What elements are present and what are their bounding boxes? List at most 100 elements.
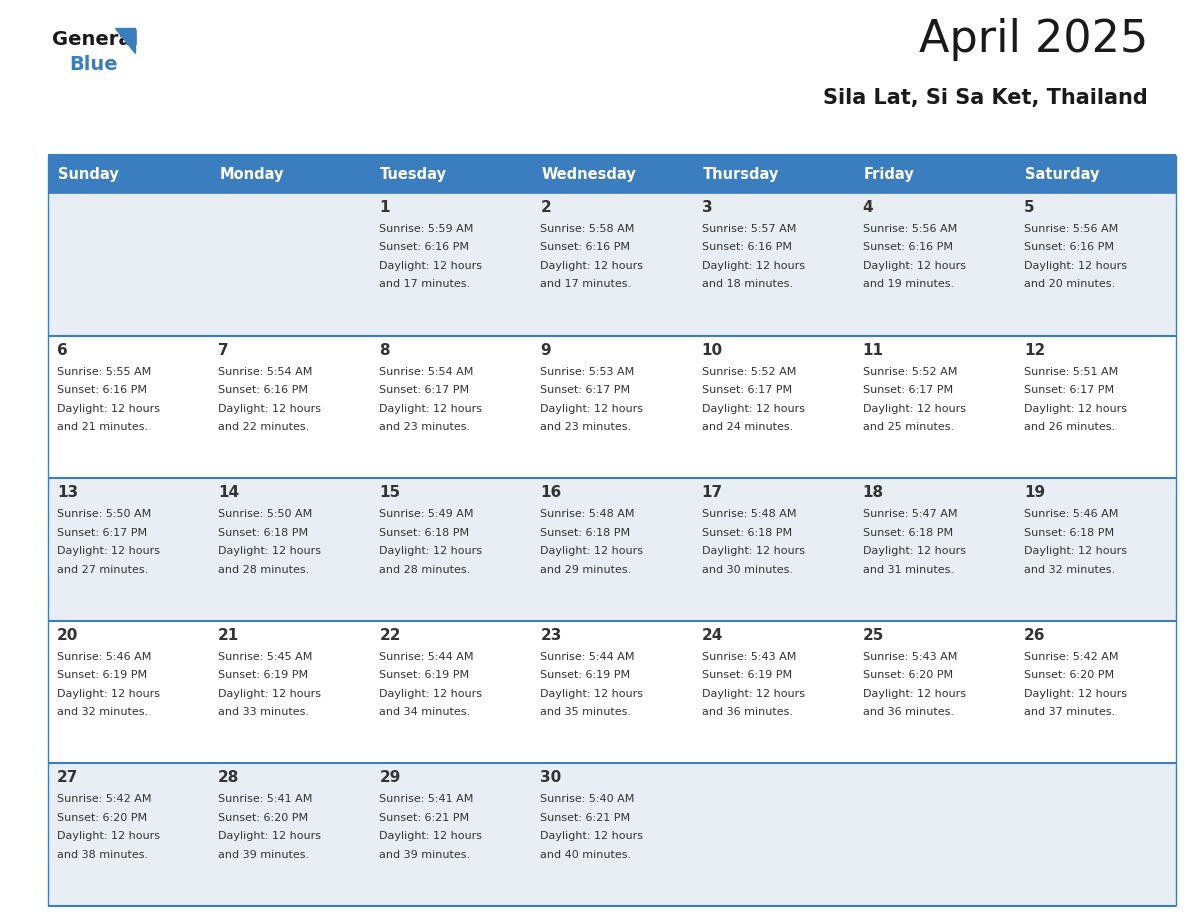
Text: 10: 10	[702, 342, 722, 358]
Text: 19: 19	[1024, 486, 1045, 500]
Bar	[371, 336, 531, 478]
Text: and 36 minutes.: and 36 minutes.	[702, 707, 792, 717]
Text: 3: 3	[702, 200, 712, 215]
Bar	[693, 621, 854, 764]
Bar	[531, 764, 693, 906]
Text: and 29 minutes.: and 29 minutes.	[541, 565, 632, 575]
Text: Daylight: 12 hours: Daylight: 12 hours	[57, 832, 160, 842]
Bar	[531, 155, 693, 193]
Text: and 36 minutes.: and 36 minutes.	[862, 707, 954, 717]
Bar	[854, 336, 1015, 478]
Text: and 23 minutes.: and 23 minutes.	[379, 422, 470, 432]
Text: Sunrise: 5:45 AM: Sunrise: 5:45 AM	[219, 652, 312, 662]
Text: Daylight: 12 hours: Daylight: 12 hours	[702, 404, 804, 414]
Text: Sunrise: 5:50 AM: Sunrise: 5:50 AM	[219, 509, 312, 520]
Text: Sunrise: 5:55 AM: Sunrise: 5:55 AM	[57, 366, 151, 376]
Text: 21: 21	[219, 628, 240, 643]
Text: Sunrise: 5:58 AM: Sunrise: 5:58 AM	[541, 224, 634, 234]
Text: Daylight: 12 hours: Daylight: 12 hours	[1024, 546, 1127, 556]
Text: Daylight: 12 hours: Daylight: 12 hours	[379, 546, 482, 556]
Text: and 27 minutes.: and 27 minutes.	[57, 565, 148, 575]
Text: and 26 minutes.: and 26 minutes.	[1024, 422, 1116, 432]
Text: Tuesday: Tuesday	[380, 166, 448, 182]
Text: Daylight: 12 hours: Daylight: 12 hours	[57, 404, 160, 414]
Text: Sunset: 6:19 PM: Sunset: 6:19 PM	[219, 670, 308, 680]
Text: 4: 4	[862, 200, 873, 215]
Text: and 34 minutes.: and 34 minutes.	[379, 707, 470, 717]
Bar	[209, 193, 371, 336]
Text: 2: 2	[541, 200, 551, 215]
Text: Sunset: 6:16 PM: Sunset: 6:16 PM	[702, 242, 791, 252]
Text: Sunrise: 5:56 AM: Sunrise: 5:56 AM	[862, 224, 958, 234]
Text: Friday: Friday	[864, 166, 915, 182]
Text: Sunrise: 5:44 AM: Sunrise: 5:44 AM	[541, 652, 634, 662]
Bar	[209, 621, 371, 764]
Text: Sunset: 6:18 PM: Sunset: 6:18 PM	[541, 528, 631, 538]
Bar	[854, 764, 1015, 906]
Bar	[1015, 155, 1176, 193]
Text: Sunset: 6:17 PM: Sunset: 6:17 PM	[862, 385, 953, 395]
Text: Sunrise: 5:42 AM: Sunrise: 5:42 AM	[1024, 652, 1118, 662]
Text: Sunset: 6:16 PM: Sunset: 6:16 PM	[862, 242, 953, 252]
Text: 7: 7	[219, 342, 229, 358]
Bar	[371, 764, 531, 906]
Text: 1: 1	[379, 200, 390, 215]
Text: Daylight: 12 hours: Daylight: 12 hours	[541, 688, 644, 699]
Text: Sunrise: 5:53 AM: Sunrise: 5:53 AM	[541, 366, 634, 376]
Text: and 21 minutes.: and 21 minutes.	[57, 422, 148, 432]
Text: 9: 9	[541, 342, 551, 358]
Text: Sunrise: 5:59 AM: Sunrise: 5:59 AM	[379, 224, 474, 234]
Text: Sunset: 6:19 PM: Sunset: 6:19 PM	[379, 670, 469, 680]
Text: Sunrise: 5:54 AM: Sunrise: 5:54 AM	[379, 366, 474, 376]
Text: Sunrise: 5:40 AM: Sunrise: 5:40 AM	[541, 794, 634, 804]
Text: and 38 minutes.: and 38 minutes.	[57, 850, 148, 860]
Text: Sunset: 6:18 PM: Sunset: 6:18 PM	[702, 528, 791, 538]
Text: Sunrise: 5:48 AM: Sunrise: 5:48 AM	[702, 509, 796, 520]
Text: Thursday: Thursday	[702, 166, 779, 182]
Bar	[1015, 478, 1176, 621]
Text: Sunrise: 5:52 AM: Sunrise: 5:52 AM	[862, 366, 958, 376]
Text: Daylight: 12 hours: Daylight: 12 hours	[702, 546, 804, 556]
Bar	[48, 764, 209, 906]
Text: and 22 minutes.: and 22 minutes.	[219, 422, 309, 432]
Bar	[1015, 621, 1176, 764]
Text: 23: 23	[541, 628, 562, 643]
Text: Daylight: 12 hours: Daylight: 12 hours	[1024, 404, 1127, 414]
Text: 28: 28	[219, 770, 240, 786]
Text: Sunset: 6:19 PM: Sunset: 6:19 PM	[702, 670, 791, 680]
Text: Sunrise: 5:43 AM: Sunrise: 5:43 AM	[702, 652, 796, 662]
Text: Daylight: 12 hours: Daylight: 12 hours	[862, 546, 966, 556]
Text: Daylight: 12 hours: Daylight: 12 hours	[57, 688, 160, 699]
Text: 14: 14	[219, 486, 239, 500]
Text: and 28 minutes.: and 28 minutes.	[379, 565, 470, 575]
Text: Sunset: 6:21 PM: Sunset: 6:21 PM	[541, 813, 631, 823]
Text: Daylight: 12 hours: Daylight: 12 hours	[541, 832, 644, 842]
Bar	[371, 155, 531, 193]
Bar	[854, 621, 1015, 764]
Bar	[1015, 764, 1176, 906]
Bar	[531, 478, 693, 621]
Text: Sila Lat, Si Sa Ket, Thailand: Sila Lat, Si Sa Ket, Thailand	[823, 88, 1148, 108]
Text: 16: 16	[541, 486, 562, 500]
Bar	[531, 621, 693, 764]
Bar	[48, 621, 209, 764]
Text: Daylight: 12 hours: Daylight: 12 hours	[57, 546, 160, 556]
Text: and 18 minutes.: and 18 minutes.	[702, 279, 792, 289]
Bar	[48, 478, 209, 621]
Text: Daylight: 12 hours: Daylight: 12 hours	[541, 261, 644, 271]
Text: Daylight: 12 hours: Daylight: 12 hours	[219, 546, 321, 556]
Text: and 19 minutes.: and 19 minutes.	[862, 279, 954, 289]
Text: 29: 29	[379, 770, 400, 786]
Bar	[854, 155, 1015, 193]
Text: and 39 minutes.: and 39 minutes.	[379, 850, 470, 860]
Text: 6: 6	[57, 342, 68, 358]
Bar	[693, 764, 854, 906]
Bar	[854, 193, 1015, 336]
Text: Sunset: 6:17 PM: Sunset: 6:17 PM	[57, 528, 147, 538]
Text: and 24 minutes.: and 24 minutes.	[702, 422, 792, 432]
Bar	[693, 478, 854, 621]
Text: Sunrise: 5:43 AM: Sunrise: 5:43 AM	[862, 652, 958, 662]
Text: Sunrise: 5:54 AM: Sunrise: 5:54 AM	[219, 366, 312, 376]
Text: Sunset: 6:20 PM: Sunset: 6:20 PM	[57, 813, 147, 823]
Text: Sunset: 6:21 PM: Sunset: 6:21 PM	[379, 813, 469, 823]
